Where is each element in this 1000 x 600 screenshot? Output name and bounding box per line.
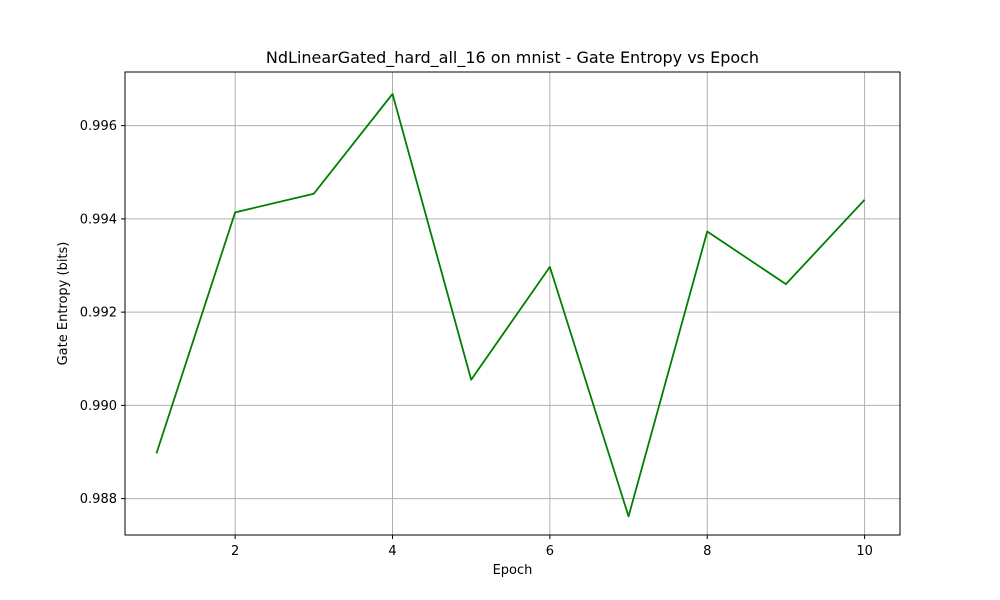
x-tick-label: 8	[703, 544, 711, 559]
y-tick-label: 0.992	[80, 306, 117, 321]
data-point	[392, 93, 394, 95]
y-tick-label: 0.996	[80, 119, 117, 134]
data-point	[706, 230, 708, 232]
chart-title: NdLinearGated_hard_all_16 on mnist - Gat…	[266, 48, 759, 68]
data-point	[313, 193, 315, 195]
x-tick-label: 4	[388, 544, 396, 559]
grid	[125, 72, 900, 535]
x-axis-label: Epoch	[493, 563, 533, 578]
y-tick-label: 0.990	[80, 399, 117, 414]
data-point	[155, 452, 157, 454]
x-tick-label: 2	[231, 544, 239, 559]
plot-area-frame	[124, 71, 901, 536]
series-line	[155, 93, 866, 518]
data-point	[470, 379, 472, 381]
x-tick-label: 6	[546, 544, 554, 559]
data-point	[864, 199, 866, 201]
data-point	[628, 515, 630, 517]
data-point	[549, 266, 551, 268]
series-layer	[155, 93, 866, 518]
y-axis-label: Gate Entropy (bits)	[56, 242, 71, 366]
data-point	[785, 283, 787, 285]
y-tick-label: 0.988	[80, 492, 117, 507]
data-point	[234, 211, 236, 213]
ticks: 2 4 6 8 10 0.988 0.990 0.992 0.994 0.996	[80, 119, 873, 559]
y-tick-label: 0.994	[80, 212, 117, 227]
x-tick-label: 10	[856, 544, 873, 559]
